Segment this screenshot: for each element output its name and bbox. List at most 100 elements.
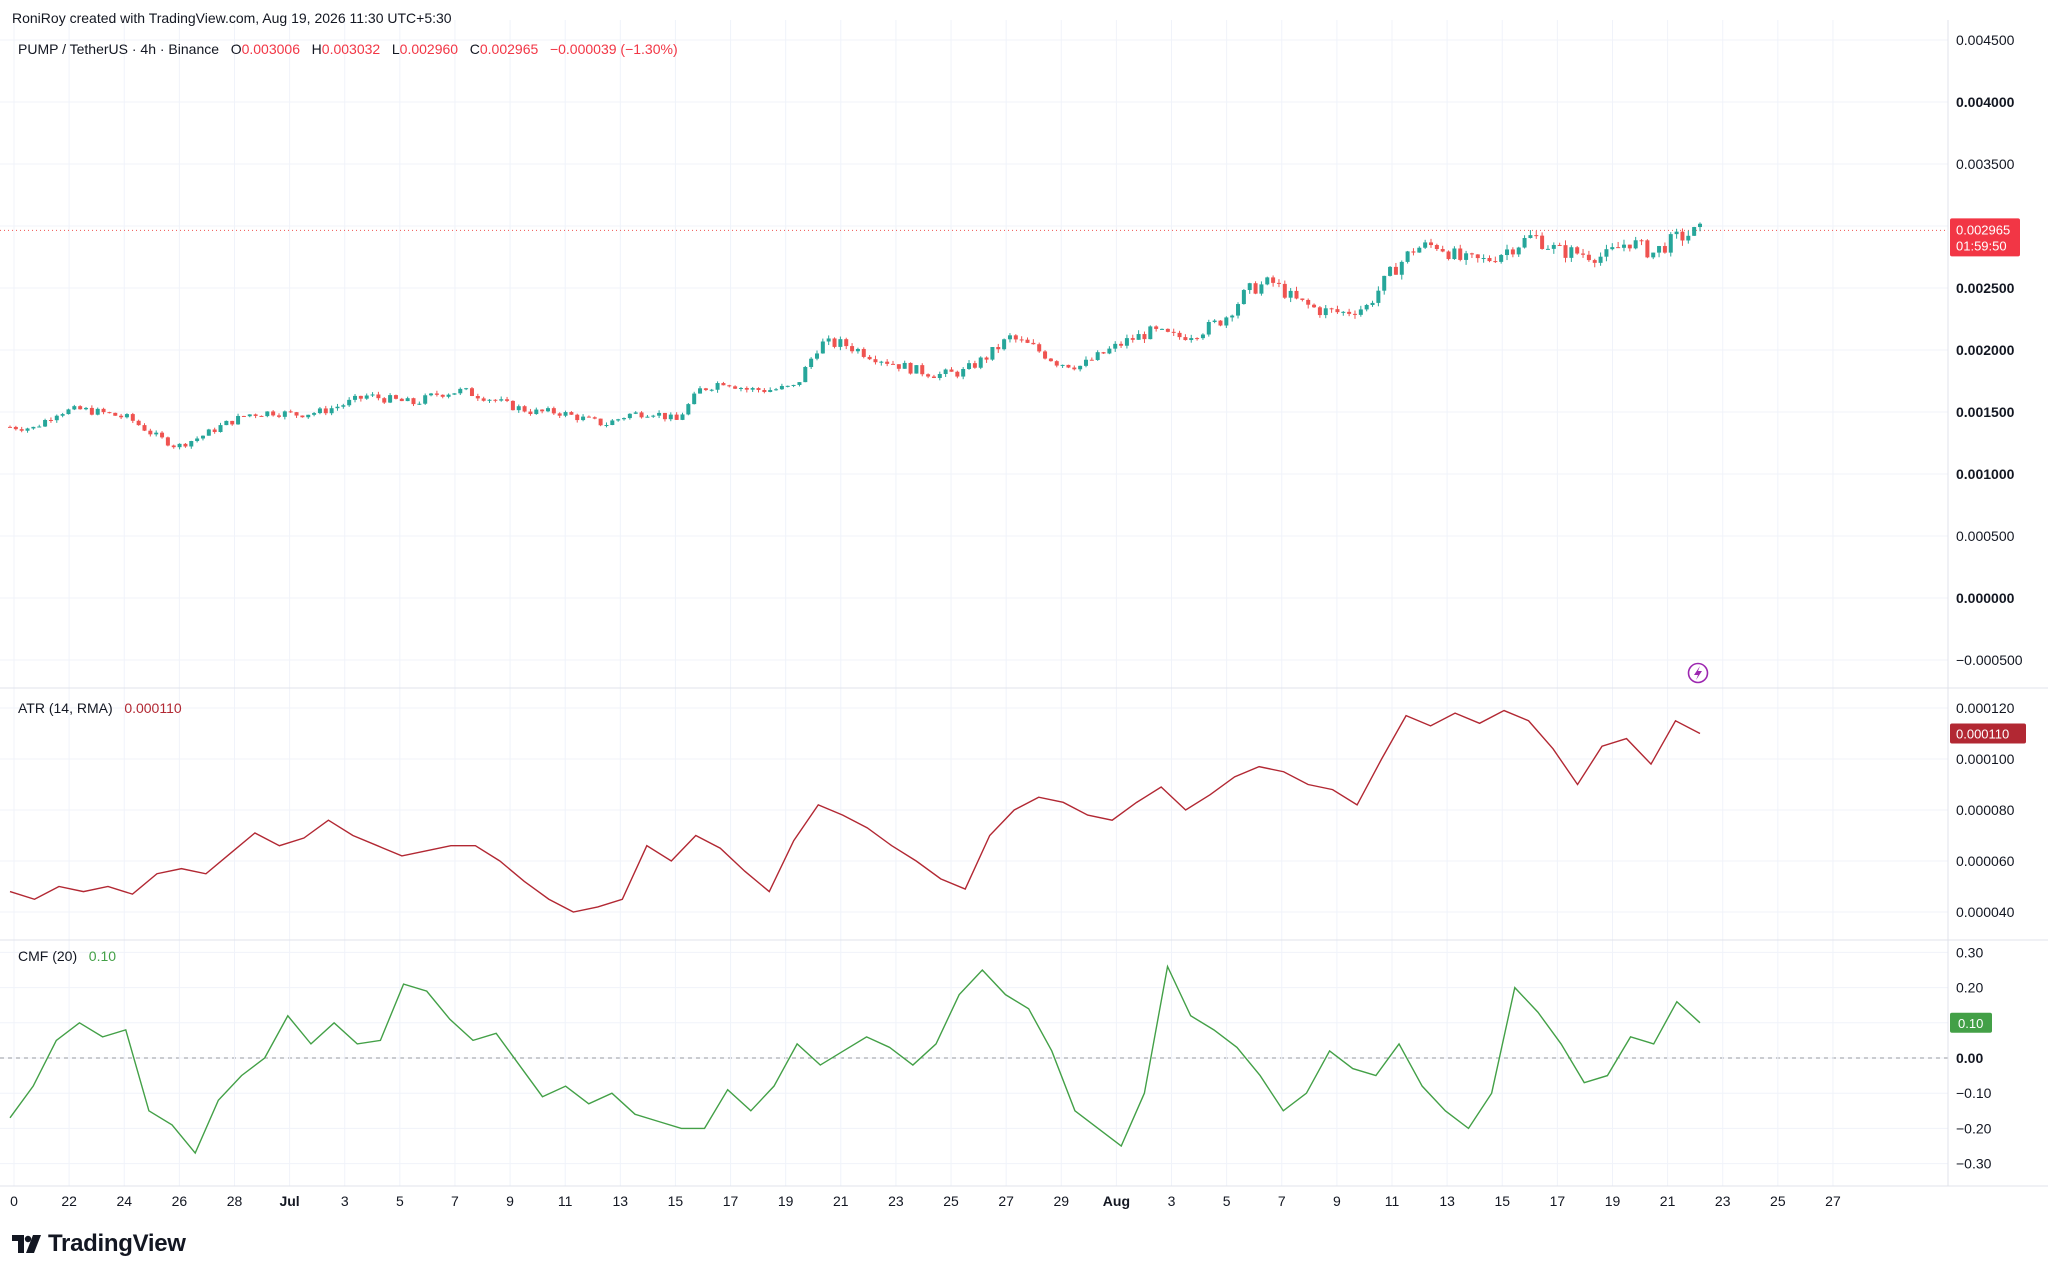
candle	[1551, 242, 1556, 254]
open-label: O	[230, 41, 242, 57]
candle	[276, 413, 281, 419]
atr-tag-value: 0.000110	[1956, 727, 2009, 742]
time-tick-label: 5	[396, 1193, 404, 1209]
price-tick-label: −0.000500	[1956, 652, 2023, 668]
candle	[920, 363, 925, 377]
candle	[1329, 307, 1334, 313]
candle	[48, 417, 53, 423]
candle	[1113, 341, 1118, 352]
time-axis[interactable]: 0 22 24 26 28 Jul 3 5 7 9 11 13 15 17 19 21 23 25 27 29 Aug 3…	[10, 1193, 1841, 1209]
candle	[1119, 341, 1124, 348]
time-tick-label: 22	[61, 1193, 77, 1209]
candle	[551, 406, 556, 415]
candle	[1481, 254, 1486, 263]
candle	[668, 412, 673, 422]
price-tick-label: 0.001500	[1956, 404, 2015, 420]
price-axis[interactable]: 0.0045000.0040000.0035000.0030000.002500…	[1956, 32, 2023, 1172]
candle	[370, 392, 375, 398]
candle	[639, 411, 644, 419]
lightning-icon[interactable]	[1687, 662, 1709, 684]
candle	[534, 407, 539, 415]
price-legend[interactable]: PUMP / TetherUS · 4h · Binance O0.003006…	[18, 41, 678, 57]
brand-name: TradingView	[48, 1230, 186, 1257]
candle	[575, 413, 580, 423]
atr-legend[interactable]: ATR (14, RMA) 0.000110	[18, 700, 182, 716]
candle	[1388, 266, 1393, 277]
candle	[1686, 230, 1691, 244]
candle	[382, 397, 387, 404]
candle	[522, 405, 527, 413]
time-tick-label: 13	[1439, 1193, 1455, 1209]
candle	[271, 410, 276, 417]
candle	[1358, 305, 1363, 317]
candle	[101, 407, 106, 415]
price-tick-label: 0.000000	[1956, 590, 2015, 606]
time-tick-label: Jul	[279, 1193, 299, 1209]
candle	[429, 392, 434, 397]
candle	[785, 385, 790, 388]
candle	[1499, 254, 1504, 264]
candle	[487, 399, 492, 403]
candle	[1405, 250, 1410, 264]
time-tick-label: 25	[1770, 1193, 1786, 1209]
candle	[1563, 240, 1568, 263]
candle	[493, 399, 498, 403]
candle	[505, 396, 510, 403]
candle	[1698, 222, 1702, 232]
candle	[1382, 275, 1387, 295]
candle	[622, 417, 627, 421]
cmf-name[interactable]: CMF (20)	[18, 948, 78, 964]
candle	[797, 382, 802, 387]
cmf-legend[interactable]: CMF (20) 0.10	[18, 948, 116, 964]
candle	[1171, 328, 1176, 336]
tradingview-logo[interactable]: TradingView	[12, 1230, 186, 1258]
candle	[820, 338, 825, 354]
candle	[388, 393, 393, 404]
candle	[709, 388, 714, 392]
time-tick-label: 0	[10, 1193, 18, 1209]
price-candles	[8, 222, 1702, 450]
candle	[1253, 281, 1258, 295]
atr-value: 0.000110	[124, 700, 182, 716]
candle	[1505, 244, 1510, 261]
candle	[8, 425, 12, 428]
candle	[84, 406, 89, 411]
candle	[1341, 311, 1346, 316]
candle	[768, 387, 773, 393]
candle	[528, 408, 533, 416]
time-tick-label: 27	[1825, 1193, 1841, 1209]
candle	[376, 391, 381, 401]
candle	[1575, 246, 1580, 255]
candle	[680, 412, 685, 421]
candle	[1581, 248, 1586, 258]
price-tick-label: 0.000500	[1956, 528, 2015, 544]
candle	[610, 419, 615, 426]
candle	[715, 381, 720, 393]
candle	[867, 355, 872, 361]
candle	[1007, 333, 1012, 343]
candle	[1557, 242, 1562, 246]
candle	[844, 337, 849, 350]
candle	[1370, 300, 1375, 307]
pane-separators	[0, 20, 2048, 1187]
candle	[1072, 365, 1077, 371]
candle	[1224, 316, 1229, 328]
candle	[265, 411, 270, 418]
candle	[698, 386, 703, 394]
candle	[896, 364, 901, 372]
candle	[850, 343, 855, 354]
candle	[206, 428, 211, 436]
candle	[984, 356, 989, 363]
time-tick-label: 9	[506, 1193, 514, 1209]
atr-name[interactable]: ATR (14, RMA)	[18, 700, 113, 716]
candle	[423, 393, 428, 405]
time-tick-label: Aug	[1103, 1193, 1130, 1209]
symbol-label[interactable]: PUMP / TetherUS · 4h · Binance	[18, 41, 220, 57]
atr-tick-label: 0.000060	[1956, 853, 2015, 869]
candle	[1569, 245, 1574, 262]
time-tick-label: 11	[558, 1193, 573, 1209]
candle	[1446, 250, 1451, 261]
candle	[224, 420, 229, 426]
